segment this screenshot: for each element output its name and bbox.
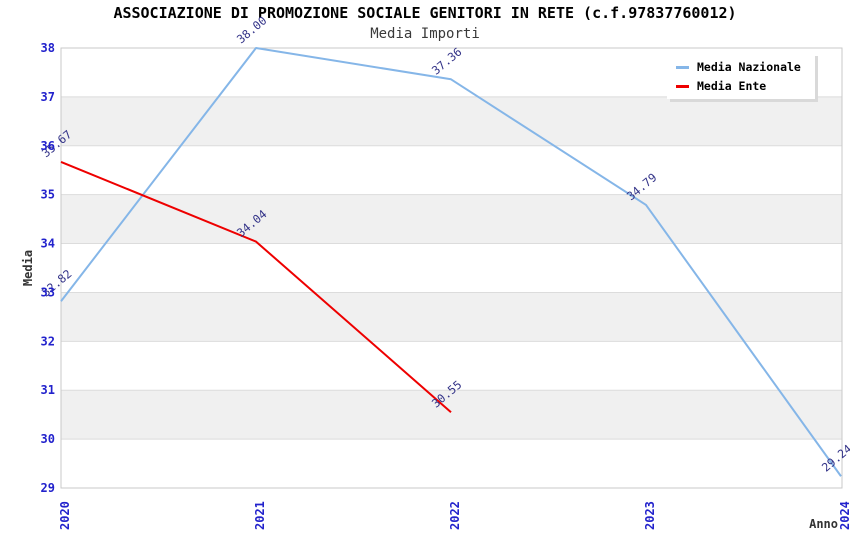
plot-band xyxy=(61,341,842,391)
series-line-media-nazionale xyxy=(60,47,842,477)
x-tick-label: 2020 xyxy=(58,501,72,530)
x-tick-label: 2024 xyxy=(838,501,850,530)
y-tick-label: 36 xyxy=(41,139,55,153)
y-tick-label: 37 xyxy=(41,90,55,104)
legend-item-media-nazionale: Media Nazionale xyxy=(676,60,815,74)
legend-item-media-ente: Media Ente xyxy=(676,79,815,93)
chart-subtitle: Media Importi xyxy=(370,26,480,42)
plot-border xyxy=(60,47,843,489)
line-swatch-icon xyxy=(676,84,689,88)
x-tick-label: 2023 xyxy=(643,501,657,530)
plot-band xyxy=(61,390,842,440)
x-axis-title: Anno xyxy=(809,517,838,531)
plot-band xyxy=(61,194,842,244)
y-tick-label: 33 xyxy=(41,285,55,299)
line-swatch-icon xyxy=(676,65,689,69)
y-axis-title: Media xyxy=(21,250,35,286)
y-tick-label: 35 xyxy=(41,188,55,202)
legend-label: Media Nazionale xyxy=(697,60,801,74)
y-tick-label: 38 xyxy=(41,41,55,55)
plot-band xyxy=(61,96,842,146)
y-tick-label: 31 xyxy=(41,383,55,397)
legend-label: Media Ente xyxy=(697,79,767,93)
value-label: 38.00 xyxy=(234,13,270,46)
series-line-media-ente xyxy=(60,160,452,413)
x-tick-label: 2022 xyxy=(448,501,462,530)
plot-band xyxy=(61,292,842,342)
chart-title: ASSOCIAZIONE DI PROMOZIONE SOCIALE GENIT… xyxy=(113,4,737,22)
y-tick-label: 30 xyxy=(41,432,55,446)
plot-band xyxy=(61,145,842,195)
plot-band xyxy=(61,243,842,293)
plot-band xyxy=(61,439,842,488)
legend: Media Nazionale Media Ente xyxy=(667,53,815,99)
y-tick-label: 29 xyxy=(41,481,55,495)
y-tick-label: 32 xyxy=(41,334,55,348)
x-tick-label: 2021 xyxy=(253,501,267,530)
y-tick-label: 34 xyxy=(41,237,55,251)
